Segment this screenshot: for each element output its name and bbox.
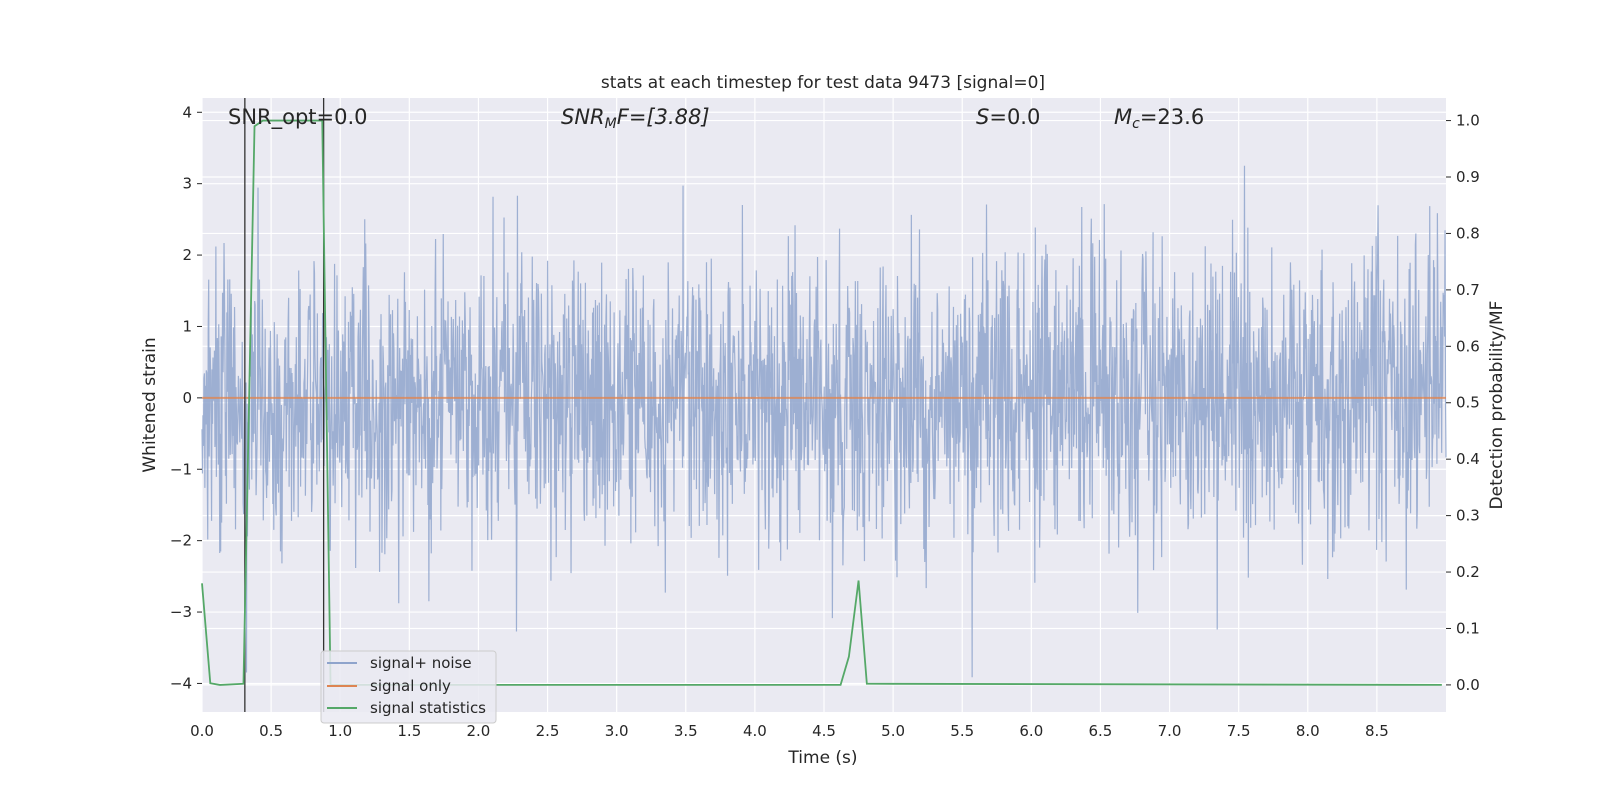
mc-sub: c (1132, 116, 1140, 132)
y-tick-label: −4 (170, 674, 192, 692)
x-tick-label: 4.0 (743, 722, 767, 740)
x-tick-label: 4.5 (812, 722, 836, 740)
legend-label-statistics: signal statistics (370, 699, 486, 717)
x-tick-label: 6.5 (1089, 722, 1113, 740)
y2-ticks: 1.0 0.9 0.8 0.7 0.6 0.5 0.4 0.3 0.2 0.1 0.0 (1446, 112, 1480, 694)
y-axis-label: Whitened strain (140, 337, 160, 472)
y2-tick-label: 0.0 (1456, 676, 1480, 694)
s-rest: =0.0 (989, 105, 1040, 129)
y-tick-label: −2 (170, 532, 192, 550)
y-tick-label: 4 (182, 103, 192, 121)
snr-mf-base: SNR (561, 105, 605, 129)
y-tick-label: 1 (182, 317, 192, 335)
x-tick-label: 8.0 (1296, 722, 1320, 740)
y-ticks: 4 3 2 1 0 −1 −2 −3 −4 (170, 103, 202, 692)
y2-tick-label: 0.6 (1456, 337, 1480, 355)
y-tick-label: 0 (182, 389, 192, 407)
legend-box (320, 650, 497, 724)
s-annotation: S=0.0 (976, 105, 1040, 129)
x-tick-label: 0.0 (190, 722, 214, 740)
signal-statistics-series (201, 119, 1442, 686)
x-tick-label: 1.0 (328, 722, 352, 740)
x-tick-label: 1.5 (397, 722, 421, 740)
s-var: S (976, 105, 989, 129)
x-tick-label: 7.5 (1227, 722, 1251, 740)
y2-tick-label: 0.4 (1456, 450, 1480, 468)
legend-label-noise: signal+ noise (370, 654, 472, 672)
legend: signal+ noise signal only signal statist… (320, 650, 497, 724)
x-tick-label: 3.5 (674, 722, 698, 740)
mc-rest: =23.6 (1140, 105, 1204, 129)
y2-axis-label: Detection probability/MF (1487, 301, 1507, 510)
y2-tick-label: 0.7 (1456, 281, 1480, 299)
x-tick-label: 6.0 (1019, 722, 1043, 740)
x-tick-label: 5.0 (881, 722, 905, 740)
x-ticks: 0.0 0.5 1.0 1.5 2.0 2.5 3.0 3.5 4.0 4.5 5.0 5.5 6.0 6… (190, 722, 1389, 740)
y2-tick-label: 0.2 (1456, 563, 1480, 581)
legend-label-signal: signal only (370, 677, 451, 695)
y-tick-label: −3 (170, 603, 192, 621)
y2-tick-label: 0.3 (1456, 507, 1480, 525)
x-tick-label: 0.5 (259, 722, 283, 740)
noise-series (201, 165, 1447, 678)
snr-opt-annotation: SNR_opt=0.0 (228, 105, 368, 130)
y2-tick-label: 0.9 (1456, 168, 1480, 186)
x-tick-label: 5.5 (950, 722, 974, 740)
x-tick-label: 3.0 (605, 722, 629, 740)
y-tick-label: 3 (182, 175, 192, 193)
x-tick-label: 2.0 (467, 722, 491, 740)
signal-statistics-line (201, 119, 1442, 686)
y2-tick-label: 0.1 (1456, 619, 1480, 637)
x-tick-label: 2.5 (536, 722, 560, 740)
y-tick-label: 2 (182, 246, 192, 264)
x-axis-label: Time (s) (787, 748, 857, 768)
snr-mf-rest: F=[3.88] (617, 105, 710, 129)
mc-annotation: Mc=23.6 (1114, 105, 1204, 132)
y-tick-label: −1 (170, 460, 192, 478)
noise-trace (201, 165, 1447, 678)
mc-base: M (1114, 105, 1132, 129)
y2-tick-label: 1.0 (1456, 112, 1480, 130)
x-tick-label: 8.5 (1365, 722, 1389, 740)
chart-title: stats at each timestep for test data 947… (601, 73, 1045, 93)
snr-mf-sub: M (605, 116, 617, 132)
snr-mf-annotation: SNRMF=[3.88] (561, 105, 710, 132)
y2-tick-label: 0.5 (1456, 394, 1480, 412)
y2-tick-label: 0.8 (1456, 224, 1480, 242)
x-tick-label: 7.0 (1158, 722, 1182, 740)
